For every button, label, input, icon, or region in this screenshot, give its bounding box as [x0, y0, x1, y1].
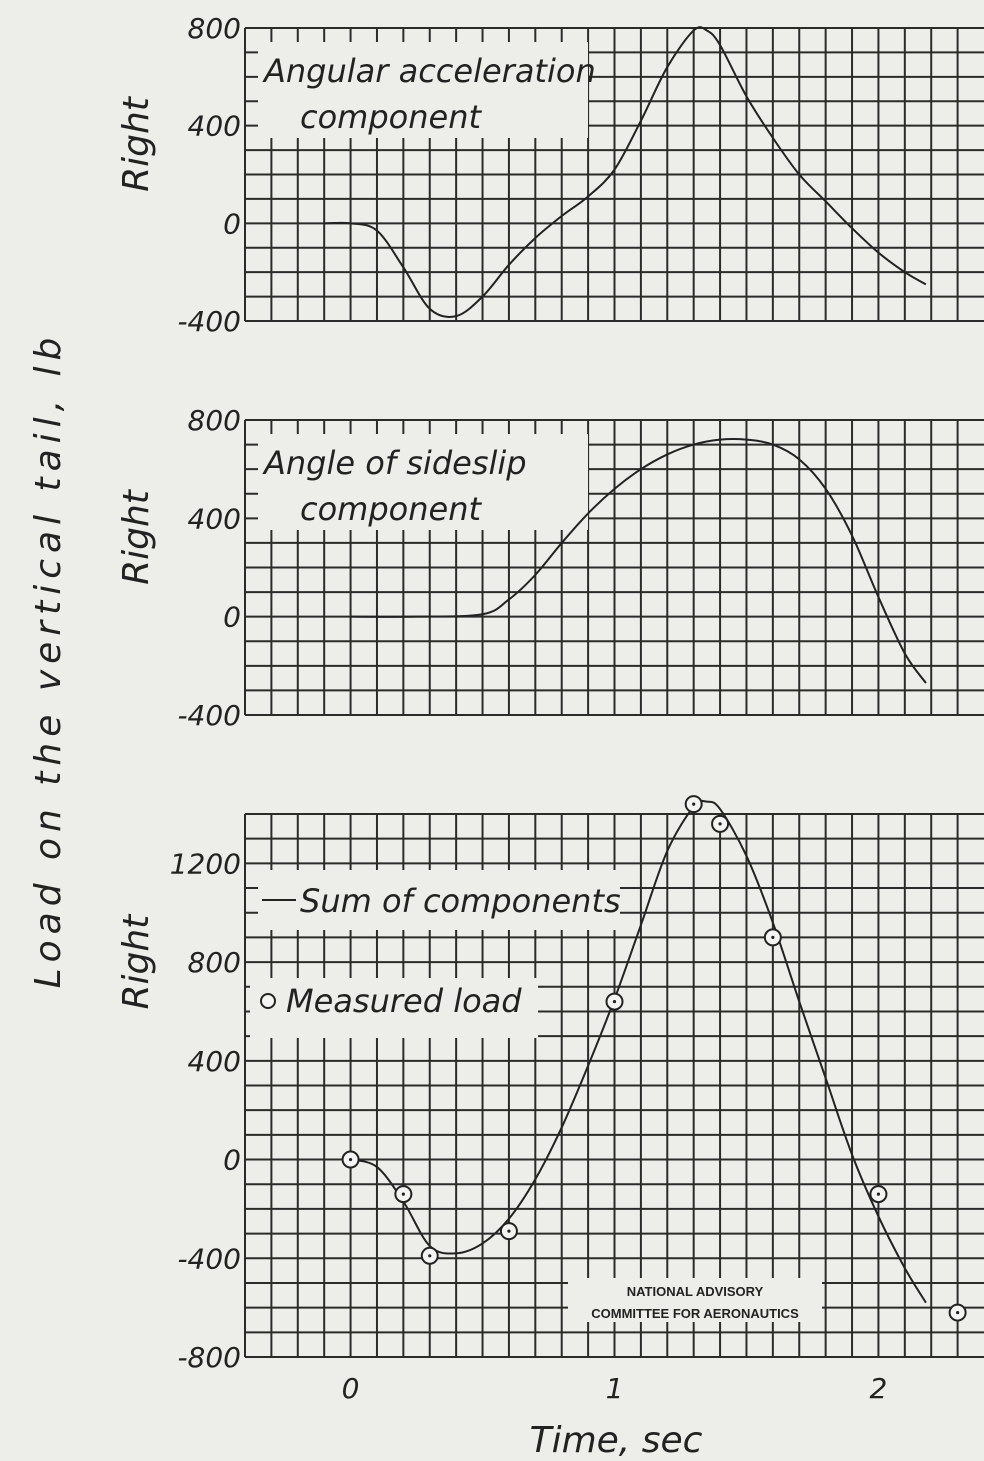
- stamp-line-2: COMMITTEE FOR AERONAUTICS: [591, 1306, 799, 1321]
- figure-x-axis-label: Time, sec: [530, 1420, 703, 1461]
- y-tick-label: 400: [188, 110, 241, 143]
- y-tick-label: 1200: [170, 847, 241, 880]
- y-tick-label: 800: [188, 946, 241, 979]
- naca-stamp: NATIONAL ADVISORY COMMITTEE FOR AERONAUT…: [568, 1278, 822, 1322]
- annotation-line-2: component: [300, 98, 482, 136]
- y-tick-label: 0: [223, 601, 241, 634]
- x-tick-label: 0: [342, 1372, 360, 1405]
- stamp-background: [568, 1278, 822, 1322]
- y-tick-label: 800: [188, 12, 241, 45]
- series-curve-1: [350, 438, 927, 684]
- annotation-background: [258, 42, 588, 138]
- x-tick-label: 1: [606, 1372, 624, 1405]
- y-tick-label: 0: [223, 207, 241, 240]
- measured-point-center: [876, 1192, 881, 1196]
- measured-point-center: [401, 1192, 405, 1196]
- panel-3: -800 -400 0 400 800 1200 Right Sum of component…: [116, 795, 984, 1374]
- annotation-line-1: Angle of sideslip: [262, 444, 527, 482]
- legend-label-measured: Measured load: [286, 982, 522, 1020]
- panel-y-axis-label: Right: [116, 913, 157, 1010]
- panel-2: -400 0 400 800 Right Angle of sideslip compone…: [116, 404, 984, 732]
- series-curve-1: [324, 26, 927, 318]
- measured-point-center: [428, 1254, 432, 1258]
- panels-group: -400 0 400 800 Right Angular acceleration comp…: [116, 12, 984, 1374]
- figure-y-axis-label: Load on the vertical tail, lb: [28, 332, 69, 989]
- y-tick-label: 800: [188, 404, 241, 437]
- legend-background-2: [250, 978, 538, 1038]
- stamp-line-1: NATIONAL ADVISORY: [627, 1284, 764, 1299]
- y-tick-label: -800: [177, 1341, 241, 1374]
- measured-point-center: [718, 822, 722, 826]
- panel-y-axis-label: Right: [116, 95, 157, 192]
- measured-point-center: [348, 1157, 353, 1162]
- measured-point-center: [507, 1229, 511, 1233]
- legend-background-1: [258, 870, 620, 930]
- panel-y-axis-label: Right: [116, 488, 157, 585]
- annotation-line-2: component: [300, 490, 482, 528]
- y-tick-label: 400: [188, 1045, 241, 1078]
- annotation-line-1: Angular acceleration: [262, 52, 596, 90]
- measured-point-center: [692, 802, 696, 806]
- y-tick-label: 400: [188, 502, 241, 535]
- measured-point-center: [612, 999, 617, 1004]
- measured-point-center: [771, 935, 775, 940]
- legend-label-sum: Sum of components: [300, 882, 621, 920]
- y-tick-label: 0: [223, 1144, 241, 1177]
- legend-circle-swatch: [260, 993, 276, 1009]
- y-tick-label: -400: [177, 305, 241, 338]
- annotation-background: [258, 434, 588, 530]
- series-curve-1: [350, 799, 927, 1304]
- x-tick-label: 2: [870, 1372, 888, 1405]
- y-tick-label: -400: [177, 1242, 241, 1275]
- panel-1: -400 0 400 800 Right Angular acceleration comp…: [116, 12, 984, 338]
- y-tick-label: -400: [177, 699, 241, 732]
- x-tick-labels: 0 1 2: [342, 1372, 888, 1405]
- measured-point-center: [956, 1310, 960, 1315]
